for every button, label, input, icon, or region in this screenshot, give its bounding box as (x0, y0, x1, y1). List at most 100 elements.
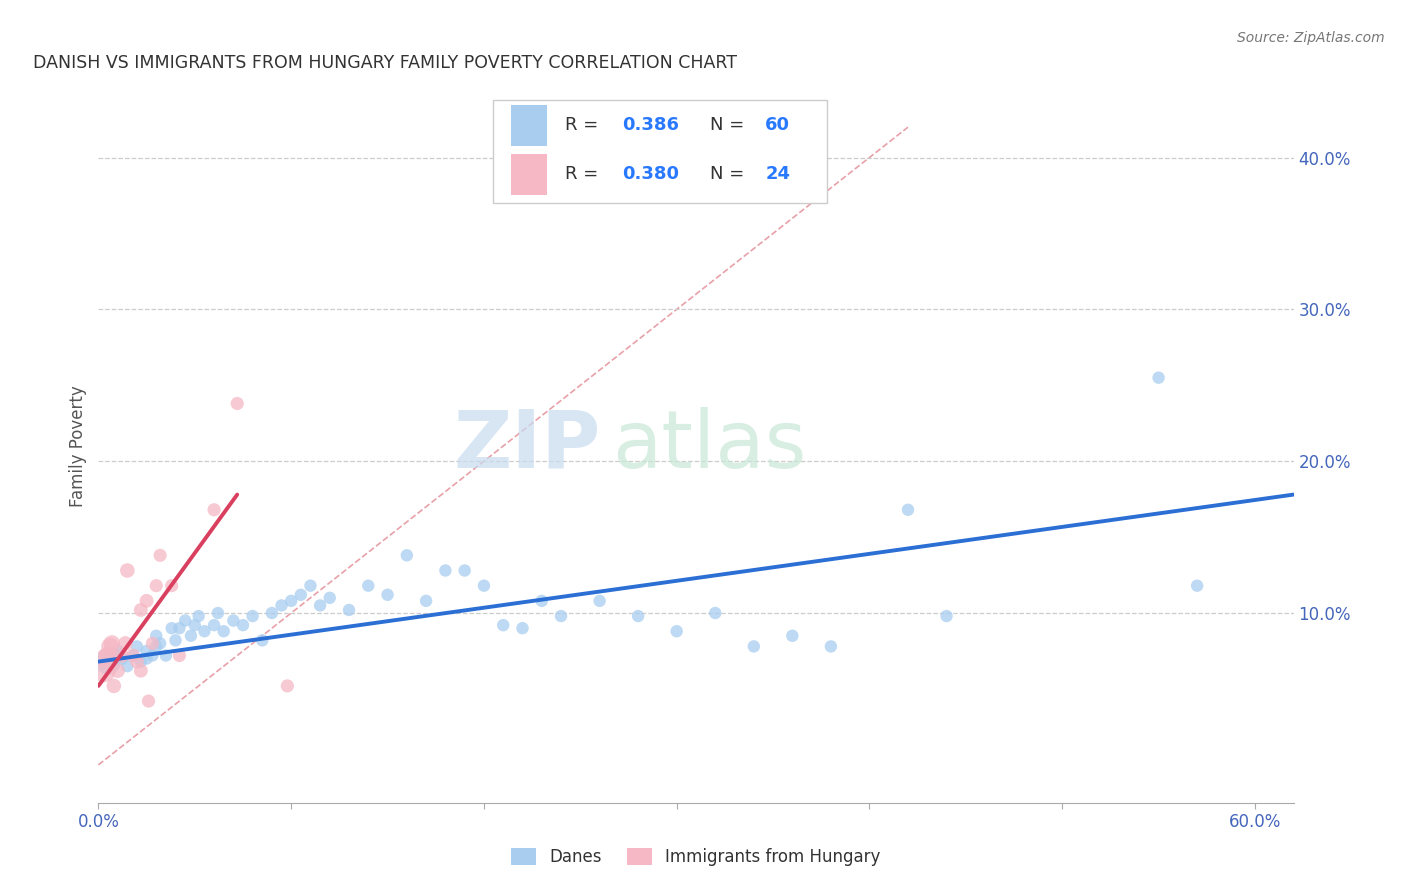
Point (149, 636, 172, 650)
Point (122, 648, 145, 663)
Point (202, 618, 225, 632)
Point (101, 636, 124, 650)
Y-axis label: Family Poverty: Family Poverty (69, 385, 87, 507)
Point (222, 614, 245, 628)
Point (782, 629, 804, 643)
Point (149, 549, 172, 563)
Point (202, 502, 225, 516)
Point (135, 651, 157, 665)
Point (114, 636, 136, 650)
Point (169, 621, 191, 635)
Point (1147, 370, 1170, 384)
Point (290, 588, 312, 602)
Point (897, 502, 920, 516)
Point (138, 694, 160, 708)
Point (160, 621, 183, 635)
Text: Source: ZipAtlas.com: Source: ZipAtlas.com (1237, 31, 1385, 45)
Point (232, 618, 254, 632)
Point (242, 609, 264, 624)
Point (472, 579, 495, 593)
Point (309, 599, 332, 613)
Text: R =: R = (565, 116, 603, 134)
Legend: Danes, Immigrants from Hungary: Danes, Immigrants from Hungary (512, 847, 880, 866)
Point (270, 599, 292, 613)
Point (135, 644, 157, 658)
Point (145, 640, 167, 654)
Point (97, 648, 120, 663)
Text: 24: 24 (765, 165, 790, 183)
Point (145, 579, 167, 593)
Point (588, 594, 610, 608)
Point (550, 609, 572, 624)
Point (357, 579, 380, 593)
Point (110, 648, 132, 663)
Point (103, 679, 125, 693)
Text: R =: R = (565, 165, 603, 183)
Text: DANISH VS IMMIGRANTS FROM HUNGARY FAMILY POVERTY CORRELATION CHART: DANISH VS IMMIGRANTS FROM HUNGARY FAMILY… (32, 54, 737, 72)
Point (207, 606, 229, 620)
Point (160, 579, 183, 593)
Point (129, 655, 152, 669)
FancyBboxPatch shape (494, 100, 828, 203)
Text: N =: N = (710, 116, 751, 134)
Point (260, 606, 283, 620)
Point (212, 624, 235, 639)
Point (145, 629, 167, 643)
Point (453, 564, 475, 578)
Point (319, 591, 342, 605)
Text: N =: N = (710, 165, 751, 183)
Point (434, 564, 457, 578)
Point (665, 624, 688, 639)
Point (704, 606, 727, 620)
Point (93, 664, 115, 678)
Point (337, 603, 360, 617)
Point (122, 648, 145, 663)
Point (103, 648, 125, 663)
Point (627, 609, 650, 624)
FancyBboxPatch shape (510, 105, 547, 146)
Point (395, 549, 418, 563)
Text: ZIP: ZIP (453, 407, 600, 485)
Point (742, 640, 765, 654)
Point (141, 636, 163, 650)
Point (125, 655, 148, 669)
Point (129, 664, 152, 678)
Point (280, 594, 302, 608)
Point (530, 594, 553, 608)
Point (94, 651, 117, 665)
Point (180, 629, 202, 643)
Text: 60: 60 (765, 116, 790, 134)
Point (117, 659, 139, 673)
FancyBboxPatch shape (510, 153, 547, 195)
Point (125, 640, 148, 654)
Point (169, 648, 191, 663)
Point (174, 614, 197, 628)
Point (935, 609, 957, 624)
Point (155, 648, 177, 663)
Point (110, 651, 132, 665)
Point (129, 603, 152, 617)
Point (193, 624, 215, 639)
Text: atlas: atlas (613, 407, 807, 485)
Point (276, 679, 298, 693)
Point (299, 579, 322, 593)
Point (117, 564, 139, 578)
Point (187, 609, 209, 624)
Text: 0.386: 0.386 (621, 116, 679, 134)
Point (141, 648, 163, 663)
Point (165, 633, 187, 648)
Point (135, 594, 157, 608)
Point (98, 640, 121, 654)
Point (820, 640, 842, 654)
Point (415, 594, 437, 608)
Point (512, 621, 534, 635)
Point (97, 655, 120, 669)
Text: 0.380: 0.380 (621, 165, 679, 183)
Point (1185, 579, 1208, 593)
Point (492, 618, 515, 632)
Point (226, 396, 249, 410)
Point (252, 633, 274, 648)
Point (184, 618, 207, 632)
Point (107, 644, 129, 658)
Point (377, 588, 399, 602)
